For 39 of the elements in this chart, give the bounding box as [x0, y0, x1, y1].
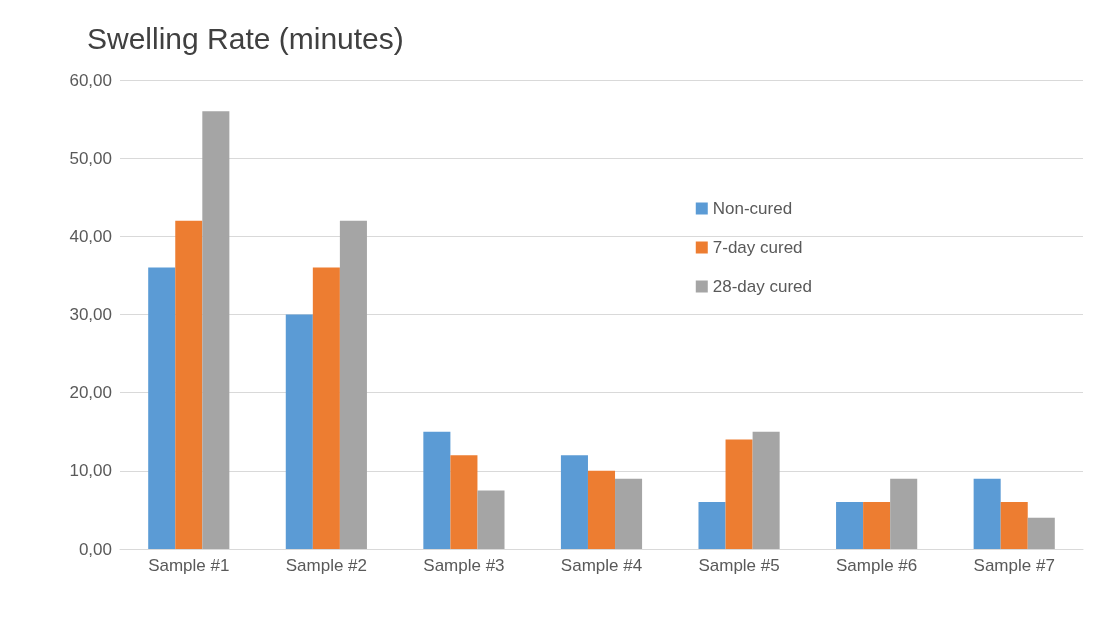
legend-label: 7-day cured [712, 238, 803, 257]
bar [285, 314, 313, 549]
bar [339, 220, 367, 549]
bar [450, 455, 478, 549]
y-tick-label: 50,00 [69, 148, 112, 168]
y-tick-label: 60,00 [69, 70, 112, 90]
x-tick-label: Sample #5 [698, 556, 780, 575]
legend-label: Non-cured [712, 199, 793, 218]
bar [587, 470, 616, 549]
bar [202, 111, 230, 549]
bar [752, 431, 780, 549]
y-tick-label: 40,00 [69, 226, 112, 246]
bar [175, 220, 203, 549]
x-tick-label: Sample #6 [836, 556, 918, 575]
bar [725, 439, 753, 549]
x-tick-label: Sample #4 [560, 556, 643, 575]
chart-title: Swelling Rate (minutes) [87, 21, 404, 55]
bar [560, 455, 588, 549]
y-tick-label: 0,00 [78, 539, 112, 559]
bar [836, 502, 864, 549]
x-tick-label: Sample #1 [148, 556, 230, 575]
bar [477, 490, 505, 549]
bar [312, 267, 340, 549]
x-tick-label: Sample #7 [973, 556, 1055, 575]
bar [863, 502, 891, 549]
bar [1000, 502, 1028, 549]
bar [698, 502, 726, 549]
bar [973, 478, 1001, 549]
y-tick-label: 20,00 [69, 383, 112, 403]
y-tick-label: 30,00 [69, 305, 112, 324]
bar [615, 478, 643, 549]
bar [890, 478, 918, 549]
bar [148, 267, 176, 549]
bar [423, 431, 451, 549]
x-tick-label: Sample #3 [423, 556, 505, 575]
y-tick-label: 10,00 [69, 461, 112, 481]
bar [1027, 517, 1055, 549]
x-tick-label: Sample #2 [285, 556, 367, 575]
legend-label: 28-day cured [712, 277, 813, 296]
